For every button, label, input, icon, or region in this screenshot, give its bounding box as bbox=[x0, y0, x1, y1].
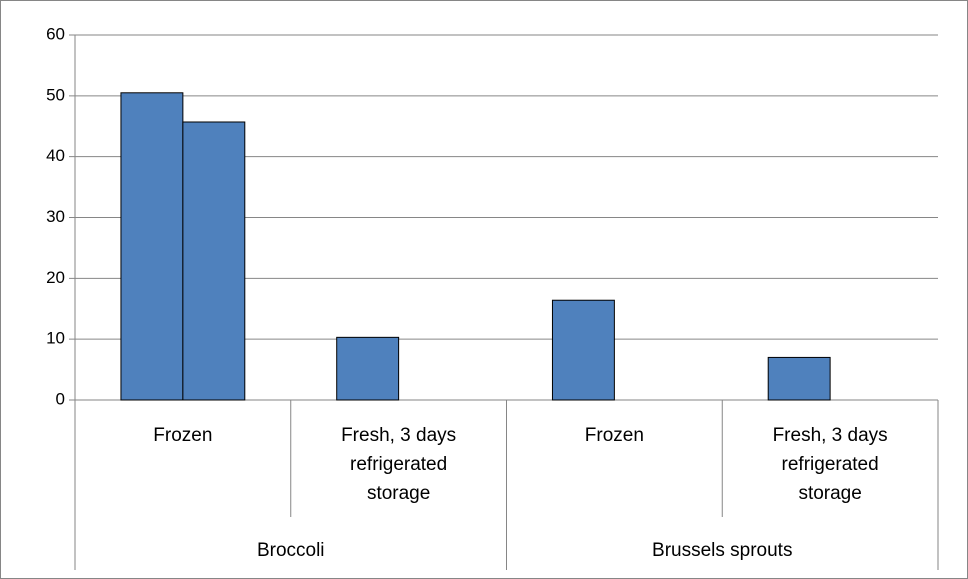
category-group-label: Brussels sprouts bbox=[652, 540, 793, 561]
bar bbox=[336, 336, 400, 401]
bar bbox=[120, 92, 184, 401]
x-tick-label: Fresh, 3 days refrigerated storage bbox=[341, 425, 457, 504]
y-tick-label: 30 bbox=[46, 207, 65, 226]
y-tick-label: 20 bbox=[46, 268, 65, 287]
bar bbox=[182, 121, 246, 401]
x-tick-label: Frozen bbox=[153, 425, 213, 446]
y-tick-label: 40 bbox=[46, 146, 65, 165]
category-group-label: Broccoli bbox=[256, 540, 325, 561]
y-tick-label: 10 bbox=[46, 329, 65, 348]
y-tick-label: 0 bbox=[56, 389, 65, 408]
bar bbox=[767, 356, 831, 401]
y-tick-label: 60 bbox=[46, 24, 65, 43]
x-tick-label: Fresh, 3 days refrigerated storage bbox=[772, 425, 888, 504]
y-tick-label: 50 bbox=[46, 85, 65, 104]
x-tick-label: Frozen bbox=[584, 425, 644, 446]
bar bbox=[551, 299, 615, 401]
